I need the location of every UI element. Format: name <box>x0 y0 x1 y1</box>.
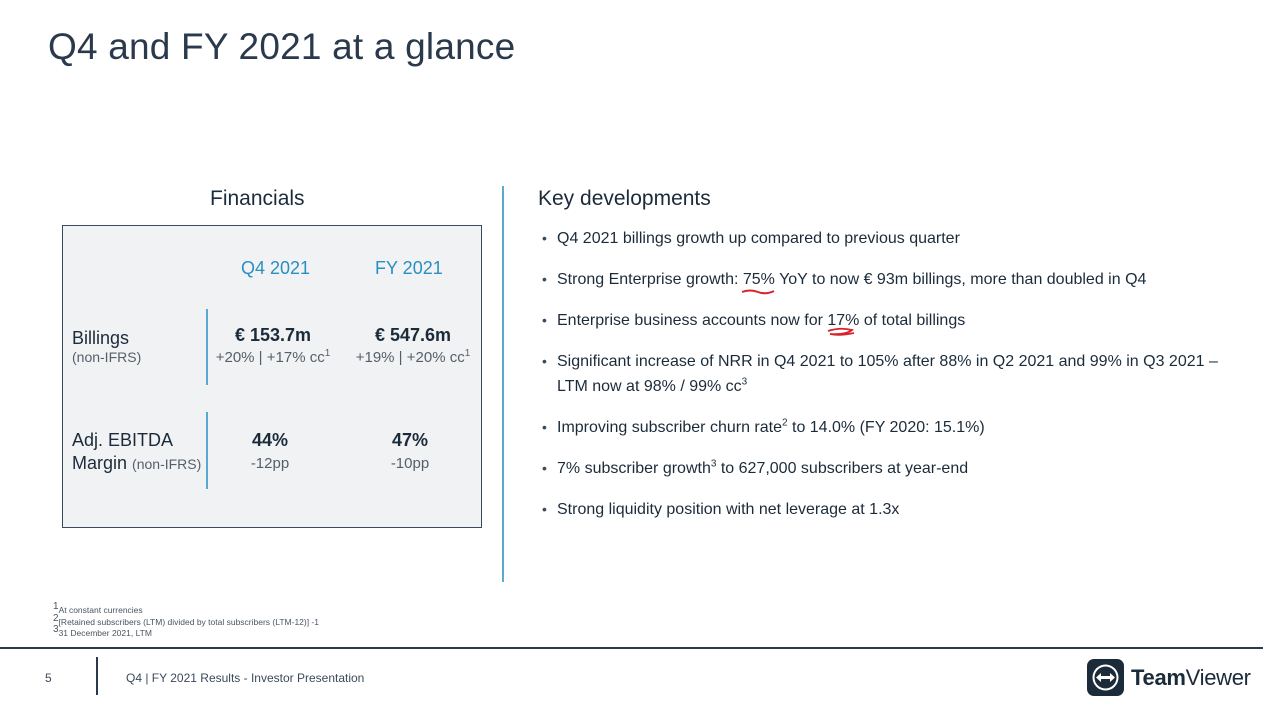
list-item: Strong Enterprise growth: 75% YoY to now… <box>542 267 1222 295</box>
key-developments-list: Q4 2021 billings growth up compared to p… <box>542 226 1222 538</box>
billings-q4-growth: +20% | +17% cc1 <box>215 348 331 367</box>
column-header-fy: FY 2021 <box>375 258 443 278</box>
billings-fy-value: € 547.6m <box>374 325 452 345</box>
footnote-2: 2[Retained subscribers (LTM) divided by … <box>53 612 320 627</box>
teamviewer-arrows-icon <box>1087 659 1124 696</box>
list-item: Strong liquidity position with net lever… <box>542 497 1222 522</box>
list-item: 7% subscriber growth3 to 627,000 subscri… <box>542 456 1222 481</box>
logo-wordmark: TeamViewer <box>1131 664 1251 690</box>
financials-heading: Financials <box>210 187 305 210</box>
footer-title: Q4 | FY 2021 Results - Investor Presenta… <box>126 671 365 685</box>
teamviewer-logo: TeamViewer <box>1087 659 1251 696</box>
billings-q4-value: € 153.7m <box>234 325 312 345</box>
red-underline-annotation <box>741 289 775 295</box>
ebitda-q4-change: -12pp <box>250 455 290 472</box>
column-header-q4: Q4 2021 <box>241 258 311 278</box>
page-number: 5 <box>45 671 52 685</box>
footnotes: 1At constant currencies 2[Retained subsc… <box>53 601 320 640</box>
list-item: Improving subscriber churn rate2 to 14.0… <box>542 415 1222 440</box>
billings-sublabel: (non-IFRS) <box>72 349 142 365</box>
footnote-3: 331 December 2021, LTM <box>53 624 152 638</box>
annotated-value: 75% <box>741 271 775 295</box>
section-divider <box>502 186 504 582</box>
billings-separator <box>206 309 208 385</box>
footnote-1: 1At constant currencies <box>53 601 143 615</box>
red-circle-annotation <box>828 327 855 336</box>
key-developments-heading: Key developments <box>538 187 711 210</box>
footer-rule <box>0 647 1263 649</box>
page-title: Q4 and FY 2021 at a glance <box>48 26 516 67</box>
ebitda-label: Adj. EBITDA <box>72 430 174 450</box>
billings-label: Billings <box>72 328 130 348</box>
list-item: Significant increase of NRR in Q4 2021 t… <box>542 349 1222 399</box>
list-item: Q4 2021 billings growth up compared to p… <box>542 226 1222 251</box>
list-item: Enterprise business accounts now for 17%… <box>542 308 1222 336</box>
ebitda-sublabel: (non-IFRS) <box>132 456 202 472</box>
financials-box <box>62 225 482 528</box>
ebitda-label-line2: Margin (non-IFRS) <box>72 453 202 473</box>
ebitda-fy-change: -10pp <box>390 455 430 472</box>
billings-fy-growth: +19% | +20% cc1 <box>355 348 471 367</box>
ebitda-fy-value: 47% <box>391 430 429 450</box>
ebitda-separator <box>206 412 208 489</box>
ebitda-q4-value: 44% <box>251 430 289 450</box>
footer-separator <box>96 657 98 695</box>
annotated-value: 17% <box>827 312 859 336</box>
